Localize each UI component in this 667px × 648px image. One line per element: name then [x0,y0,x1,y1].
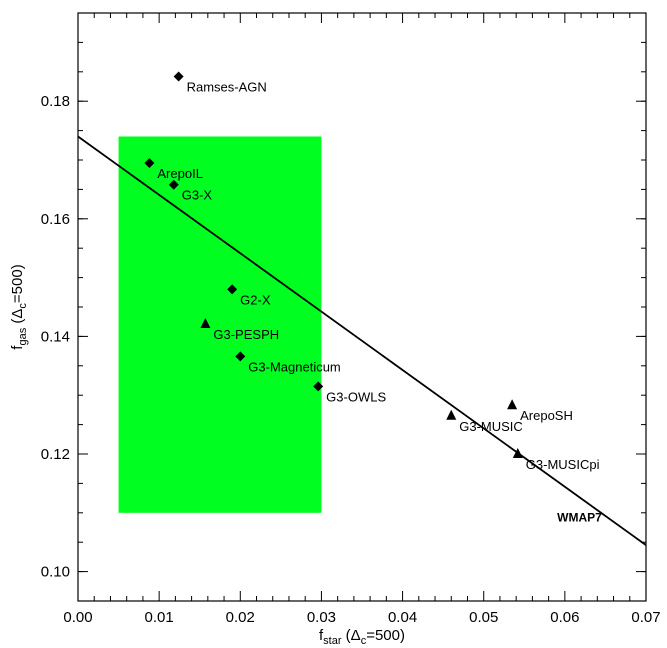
data-point-diamond [235,351,246,362]
x-label-paren-sub: c [361,635,367,647]
data-point-diamond [227,284,238,295]
x-label-paren-close: =500) [366,627,405,644]
data-point-label: ArepoSH [520,408,573,423]
data-point-triangle [512,448,523,458]
y-tick-label: 0.12 [41,446,70,463]
x-axis-label: fstar (Δc=500) [319,627,405,647]
y-tick-label: 0.14 [41,328,70,345]
x-label-base: f [319,627,324,644]
data-point-label: G3-PESPH [213,327,279,342]
shaded-region [118,136,322,513]
data-point-label: G3-OWLS [326,389,386,404]
y-label-paren-open: (Δ [9,309,26,328]
data-point-label: ArepoIL [157,166,203,181]
y-tick-label: 0.16 [41,211,70,228]
data-point-label: Ramses-AGN [187,80,267,95]
x-tick-label: 0.00 [63,609,92,626]
x-tick-label: 0.01 [145,609,174,626]
data-point-triangle [200,318,211,329]
x-tick-label: 0.04 [388,609,417,626]
y-label-base: f [9,345,26,350]
axis-ticks [77,12,647,602]
data-points: Ramses-AGN ArepoIL G3-X G2-X G3-PESPH G3-Magn… [144,71,600,472]
tick-labels: 0.00 0.01 0.02 0.03 0.04 0.05 0.06 0.07 0.10 0.12… [41,93,661,626]
data-point-diamond [168,179,179,190]
x-label-paren-open: (Δ [342,627,361,644]
y-label-sub: gas [17,327,29,345]
data-point-triangle [507,399,518,410]
reference-label: WMAP7 [557,511,602,525]
data-point-label: G3-X [182,188,213,203]
y-tick-label: 0.10 [41,564,70,581]
data-point-label: G3-MUSICpi [526,457,600,472]
x-label-sub: star [323,635,342,647]
x-tick-label: 0.03 [307,609,336,626]
data-point-diamond [173,71,184,82]
fit-line [77,135,647,546]
x-tick-label: 0.07 [631,609,660,626]
data-point-label: G3-MUSIC [459,419,523,434]
data-point-label: G3-Magneticum [248,359,340,374]
data-point-label: G2-X [240,292,271,307]
x-tick-label: 0.02 [226,609,255,626]
data-point-diamond [144,157,155,168]
x-tick-label: 0.05 [469,609,498,626]
y-axis-label: fgas (Δc=500) [9,264,29,349]
data-point-diamond [313,381,324,392]
y-label-paren-sub: c [17,303,29,309]
y-tick-label: 0.18 [41,93,70,110]
data-point-triangle [446,409,457,420]
y-label-paren-close: =500) [9,264,26,303]
x-tick-label: 0.06 [550,609,579,626]
